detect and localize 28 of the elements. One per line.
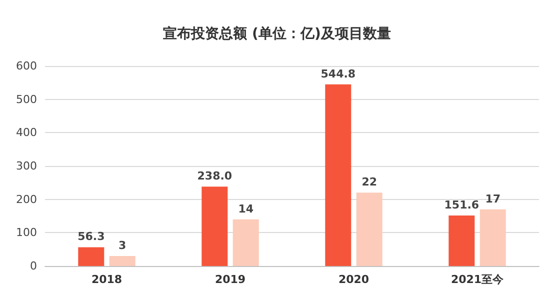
data-label: 14 — [238, 202, 254, 216]
chart-title: 宣布投资总额 (单位：亿)及项目数量 — [163, 25, 391, 42]
bar — [325, 84, 352, 266]
bar — [480, 209, 506, 266]
y-tick-label: 0 — [30, 260, 37, 272]
y-tick-label: 200 — [16, 192, 37, 206]
y-tick-label: 600 — [16, 60, 37, 72]
bar — [109, 256, 136, 266]
data-label: 151.6 — [444, 198, 480, 212]
bar — [202, 186, 228, 266]
x-tick-label: 2020 — [338, 273, 370, 286]
data-label: 544.8 — [320, 67, 356, 80]
data-label: 238.0 — [197, 170, 232, 183]
x-tick-label: 2018 — [91, 273, 122, 286]
data-label: 3 — [118, 239, 126, 252]
y-tick-label: 400 — [16, 126, 37, 140]
y-tick-label: 100 — [16, 226, 37, 240]
bar — [78, 247, 104, 266]
x-tick-label: 2019 — [214, 273, 246, 286]
bar — [448, 215, 475, 266]
x-tick-label: 2021至今 — [450, 273, 505, 286]
data-label: 56.3 — [78, 230, 105, 244]
y-tick-label: 300 — [16, 160, 37, 172]
data-label: 22 — [362, 176, 378, 189]
bar — [232, 219, 259, 266]
bar — [356, 192, 382, 266]
y-tick-label: 500 — [16, 92, 37, 106]
data-label: 17 — [485, 192, 501, 206]
